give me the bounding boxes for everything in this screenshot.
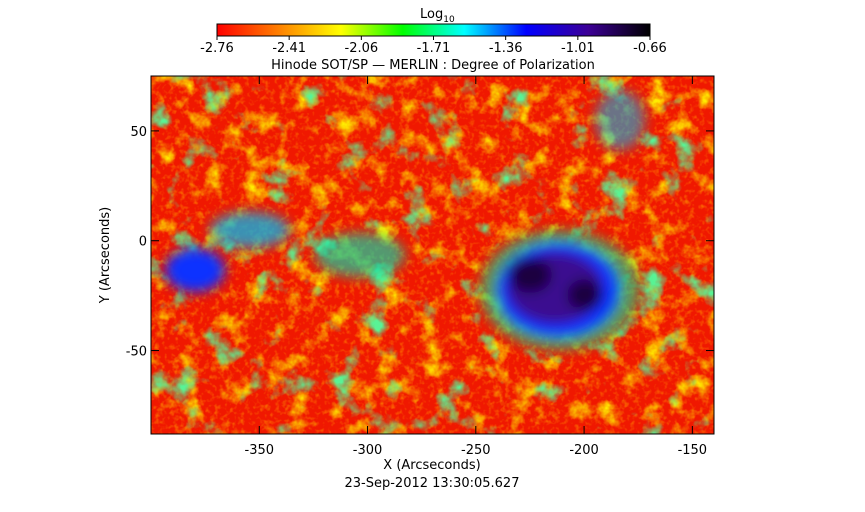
colorbar-tick-label: -2.41 xyxy=(272,41,306,56)
chart-title: Hinode SOT/SP — MERLIN : Degree of Polar… xyxy=(271,58,595,73)
x-tick-label: -250 xyxy=(461,443,491,458)
x-axis-label: X (Arcseconds) xyxy=(383,458,480,473)
y-tick-label: 50 xyxy=(130,125,147,140)
colorbar-tick-label: -2.76 xyxy=(200,41,234,56)
polarization-map xyxy=(151,76,714,434)
x-tick-label: -150 xyxy=(678,443,708,458)
colorbar-tick-label: -2.06 xyxy=(345,41,379,56)
x-tick-label: -300 xyxy=(353,443,383,458)
y-axis-label: Y (Arcseconds) xyxy=(98,207,113,304)
colorbar xyxy=(216,23,651,37)
colorbar-tick-label: -0.66 xyxy=(633,41,667,56)
y-tick-label: -50 xyxy=(126,345,147,360)
y-tick-label: 0 xyxy=(139,235,147,250)
x-tick-label: -350 xyxy=(245,443,275,458)
colorbar-tick-label: -1.71 xyxy=(417,41,451,56)
colorbar-label: Log10 xyxy=(420,7,455,25)
x-tick-label: -200 xyxy=(569,443,599,458)
colorbar-label-sub: 10 xyxy=(443,15,455,25)
footer-date: 23-Sep-2012 13:30:05.627 xyxy=(345,476,520,491)
colorbar-label-main: Log xyxy=(420,7,443,22)
colorbar-tick-label: -1.01 xyxy=(561,41,595,56)
colorbar-tick-label: -1.36 xyxy=(489,41,523,56)
plot-frame xyxy=(150,75,715,435)
